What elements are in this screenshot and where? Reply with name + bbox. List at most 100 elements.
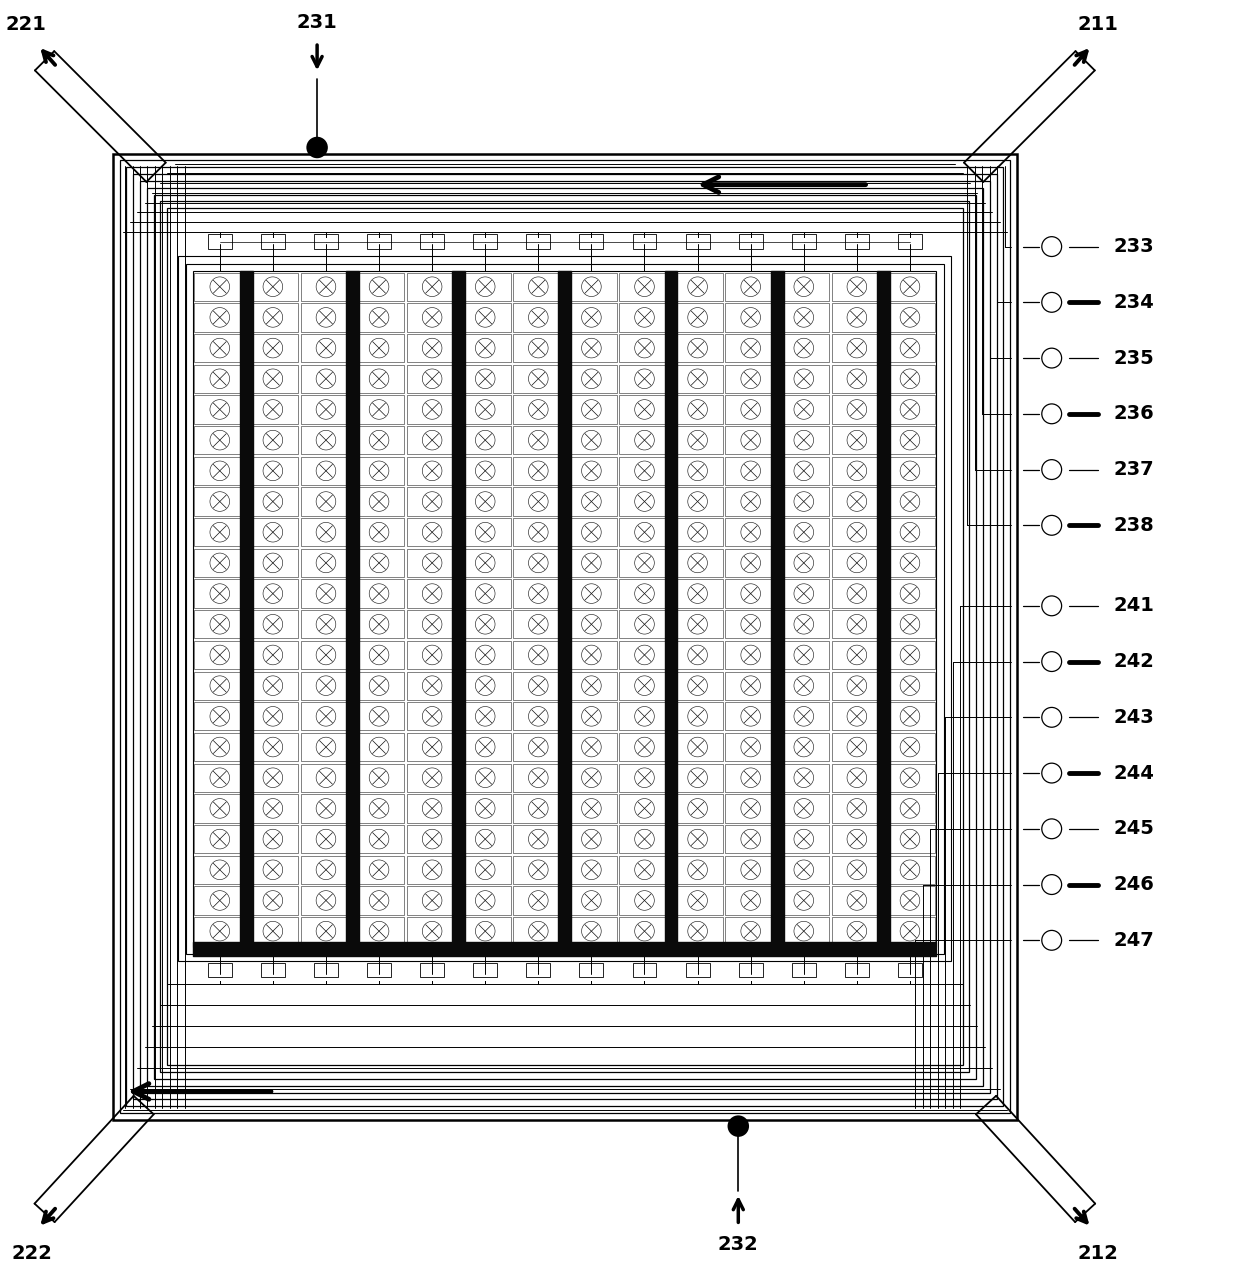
Bar — [513, 549, 564, 577]
Bar — [672, 610, 723, 638]
Bar — [407, 640, 458, 669]
Bar — [300, 826, 351, 853]
Bar — [739, 234, 763, 249]
Bar — [884, 640, 935, 669]
Text: 233: 233 — [1114, 237, 1154, 256]
Bar — [725, 826, 776, 853]
Bar — [248, 610, 298, 638]
Text: 221: 221 — [5, 14, 46, 33]
Bar — [739, 963, 763, 977]
Bar — [832, 365, 882, 394]
Bar — [300, 764, 351, 792]
Bar — [195, 518, 246, 547]
Bar — [779, 580, 830, 608]
Bar — [884, 426, 935, 454]
Bar — [195, 365, 246, 394]
Bar — [195, 426, 246, 454]
Bar — [300, 518, 351, 547]
Bar — [353, 334, 404, 363]
Bar — [300, 303, 351, 332]
Bar — [300, 457, 351, 485]
Bar — [884, 917, 935, 945]
Bar — [300, 273, 351, 301]
Bar — [195, 334, 246, 363]
Bar — [672, 487, 723, 516]
Bar — [513, 303, 564, 332]
Bar — [779, 886, 830, 914]
Bar — [779, 610, 830, 638]
Bar — [513, 365, 564, 394]
Bar — [167, 208, 962, 1065]
Bar — [119, 161, 1011, 1114]
Text: 247: 247 — [1114, 931, 1154, 950]
Circle shape — [1042, 763, 1061, 783]
Bar — [407, 518, 458, 547]
Bar — [460, 518, 511, 547]
Bar — [460, 640, 511, 669]
Bar — [832, 549, 882, 577]
Bar — [779, 640, 830, 669]
Bar — [260, 963, 285, 977]
Bar — [195, 610, 246, 638]
Text: 235: 235 — [1114, 349, 1154, 368]
Bar — [567, 886, 616, 914]
Bar — [579, 963, 604, 977]
Bar — [619, 334, 670, 363]
Bar — [884, 733, 935, 761]
Bar — [779, 303, 830, 332]
Bar — [513, 826, 564, 853]
Bar — [474, 963, 497, 977]
Bar — [407, 610, 458, 638]
Bar — [884, 273, 935, 301]
Bar — [353, 549, 404, 577]
Bar — [725, 426, 776, 454]
Bar — [779, 917, 830, 945]
Bar — [154, 194, 976, 1079]
Bar — [195, 671, 246, 700]
Bar — [619, 886, 670, 914]
Bar — [314, 234, 339, 249]
Bar — [513, 733, 564, 761]
Bar — [460, 426, 511, 454]
Circle shape — [1042, 292, 1061, 312]
Bar — [513, 671, 564, 700]
Bar — [567, 764, 616, 792]
Bar — [672, 855, 723, 883]
Bar — [460, 395, 511, 423]
Bar — [619, 303, 670, 332]
Bar — [195, 549, 246, 577]
Bar — [513, 487, 564, 516]
Bar — [567, 518, 616, 547]
Bar — [619, 855, 670, 883]
Bar — [460, 273, 511, 301]
Bar — [672, 702, 723, 730]
Bar — [353, 580, 404, 608]
Bar — [832, 640, 882, 669]
Bar — [632, 963, 656, 977]
Bar — [248, 917, 298, 945]
Bar — [248, 764, 298, 792]
Bar — [832, 273, 882, 301]
Text: 237: 237 — [1114, 460, 1154, 480]
Bar — [884, 580, 935, 608]
Bar — [725, 610, 776, 638]
Bar — [420, 234, 444, 249]
Bar — [353, 457, 404, 485]
Bar — [300, 580, 351, 608]
Bar — [832, 487, 882, 516]
Bar — [513, 610, 564, 638]
Bar — [133, 174, 997, 1100]
Bar — [513, 273, 564, 301]
Bar — [146, 188, 983, 1085]
Bar — [248, 334, 298, 363]
Bar — [567, 733, 616, 761]
Bar — [407, 365, 458, 394]
Bar — [779, 764, 830, 792]
Bar — [460, 795, 511, 823]
Bar — [248, 671, 298, 700]
Bar — [407, 395, 458, 423]
Circle shape — [1042, 349, 1061, 368]
Bar — [460, 457, 511, 485]
Bar — [567, 365, 616, 394]
Bar — [725, 580, 776, 608]
